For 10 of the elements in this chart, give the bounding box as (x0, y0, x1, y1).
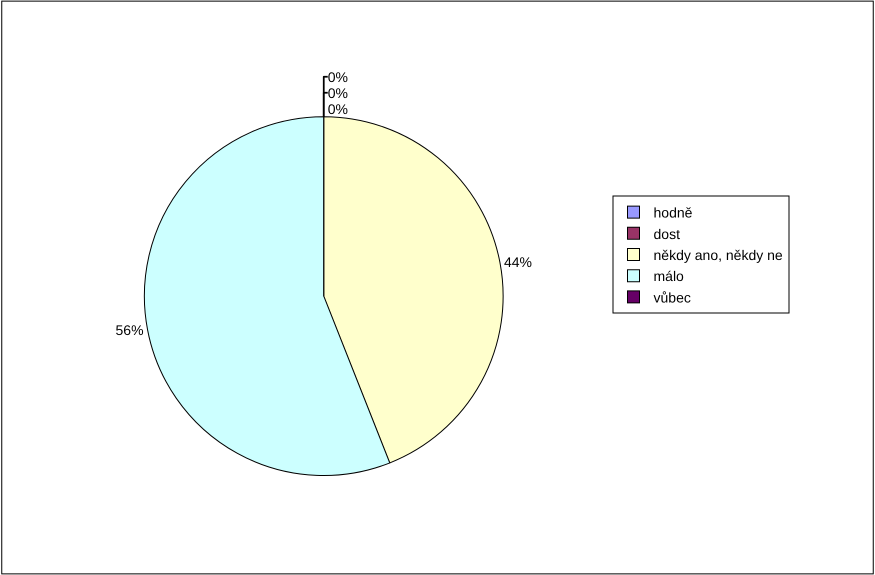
data-label: 56% (116, 322, 144, 338)
text: 0% (328, 100, 348, 117)
legend-label: vůbec (654, 289, 691, 306)
legend-label: někdy ano, někdy ne (654, 246, 783, 263)
legend-label: málo (654, 268, 684, 284)
legend-label: dost (654, 226, 680, 242)
legend-label: hodně (654, 204, 693, 221)
data-label: 44% (504, 254, 532, 270)
text: 0% (328, 68, 348, 85)
text: 0% (328, 84, 348, 101)
